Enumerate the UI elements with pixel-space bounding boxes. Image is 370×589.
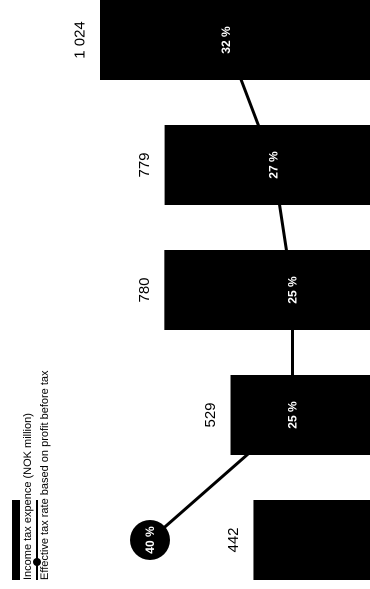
year-label-2020: 2020: [349, 276, 364, 305]
year-label-2018: 2018: [349, 526, 364, 555]
bar-2022: [100, 0, 370, 80]
rate-marker-2018: [130, 520, 170, 560]
value-label-2019: 529: [202, 402, 219, 427]
tax-rate-line: [149, 39, 294, 542]
rate-label-2021: 27 %: [267, 151, 281, 179]
legend-swatch-income-tax: [12, 500, 20, 580]
value-label-2020: 780: [136, 277, 153, 302]
value-label-2018: 442: [225, 527, 242, 552]
legend-label-income-tax: Income tax expence (NOK million): [22, 413, 34, 580]
bar-2020: [164, 250, 370, 330]
year-label-2022: 2022: [349, 26, 364, 55]
year-label-2021: 2021: [349, 151, 364, 180]
year-label-2019: 2019: [349, 401, 364, 430]
rate-label-2020: 25 %: [286, 276, 300, 304]
bar-2021: [164, 125, 370, 205]
legend: Income tax expence (NOK million) Effecti…: [12, 370, 51, 580]
value-label-2022: 1 024: [72, 21, 89, 59]
rate-label-2022: 32 %: [219, 26, 233, 54]
rate-label-2018: 40 %: [143, 526, 157, 554]
rate-marker-2019: [269, 396, 308, 434]
legend-marker-tax-rate: [33, 558, 41, 566]
bar-2018: [253, 500, 370, 580]
legend-label-tax-rate: Effective tax rate based on profit befor…: [39, 370, 51, 580]
value-label-2021: 779: [136, 152, 153, 177]
rate-label-2019: 25 %: [286, 401, 300, 429]
